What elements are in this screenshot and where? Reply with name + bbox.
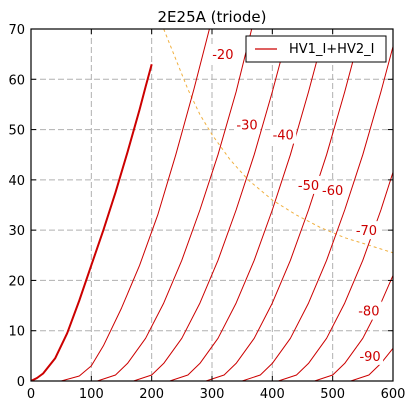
- x-tick-label: 300: [200, 387, 225, 402]
- y-tick-label: 40: [8, 174, 25, 189]
- curve-label-bg: [270, 125, 297, 144]
- x-tick-label: 400: [260, 387, 285, 402]
- series-line-curve-0: [31, 63, 153, 381]
- tick-labels: 0 100 200 300 400 500 600 0 10 20 30 40 50 60 70: [8, 23, 405, 402]
- x-tick-label: 500: [320, 387, 345, 402]
- curve-label-bg: [233, 115, 260, 134]
- curve-label-bg: [319, 180, 346, 199]
- curve-label-bg: [357, 346, 384, 365]
- y-tick-label: 60: [8, 73, 25, 88]
- series-line--20: [61, 29, 210, 381]
- curve-labels-layer: -20 -30 -40 -50 -60 -70 -80 -90: [209, 45, 384, 365]
- axes-frame: [30, 28, 394, 382]
- series-line--60: [205, 46, 358, 381]
- chart-title: 2E25A (triode): [158, 8, 267, 26]
- series-line--50: [169, 46, 322, 381]
- curve-label--80: -80: [358, 305, 379, 320]
- curve-label--20: -20: [212, 48, 233, 63]
- series-line-curve-9: [350, 347, 393, 381]
- y-tick-label: 50: [8, 124, 25, 139]
- series-line--90: [314, 275, 393, 381]
- y-tick-label: 20: [8, 274, 25, 289]
- x-tick-label: 200: [139, 387, 164, 402]
- curve-label--70: -70: [356, 224, 377, 239]
- curve-label-bg: [355, 301, 382, 320]
- dissipation-curve-layer: [163, 29, 393, 254]
- series-layer: [31, 29, 393, 381]
- y-tick-label: 10: [8, 325, 25, 340]
- curve-label--40: -40: [273, 129, 294, 144]
- x-tick-label: 600: [381, 387, 406, 402]
- curve-label--50: -50: [298, 179, 319, 194]
- series-line--80: [278, 172, 393, 381]
- curve-label-bg: [209, 45, 236, 64]
- y-tick-label: 30: [8, 224, 25, 239]
- grid-lines: [31, 29, 393, 381]
- y-tick-label: 70: [8, 23, 25, 38]
- series-line--30: [97, 29, 253, 381]
- x-tick-label: 100: [79, 387, 104, 402]
- max-dissipation-curve: [163, 29, 393, 254]
- legend: HV1_I+HV2_I: [245, 35, 387, 63]
- series-line--70: [242, 46, 393, 381]
- curve-label-bg: [353, 221, 380, 240]
- curve-label--90: -90: [359, 350, 380, 365]
- curve-label--60: -60: [322, 184, 343, 199]
- curve-label--30: -30: [236, 119, 257, 134]
- x-tick-label: 0: [27, 387, 35, 402]
- legend-entry: HV1_I+HV2_I: [289, 42, 374, 57]
- curve-label-bg: [295, 175, 322, 194]
- y-tick-label: 0: [17, 375, 25, 390]
- series-line--40: [133, 46, 285, 381]
